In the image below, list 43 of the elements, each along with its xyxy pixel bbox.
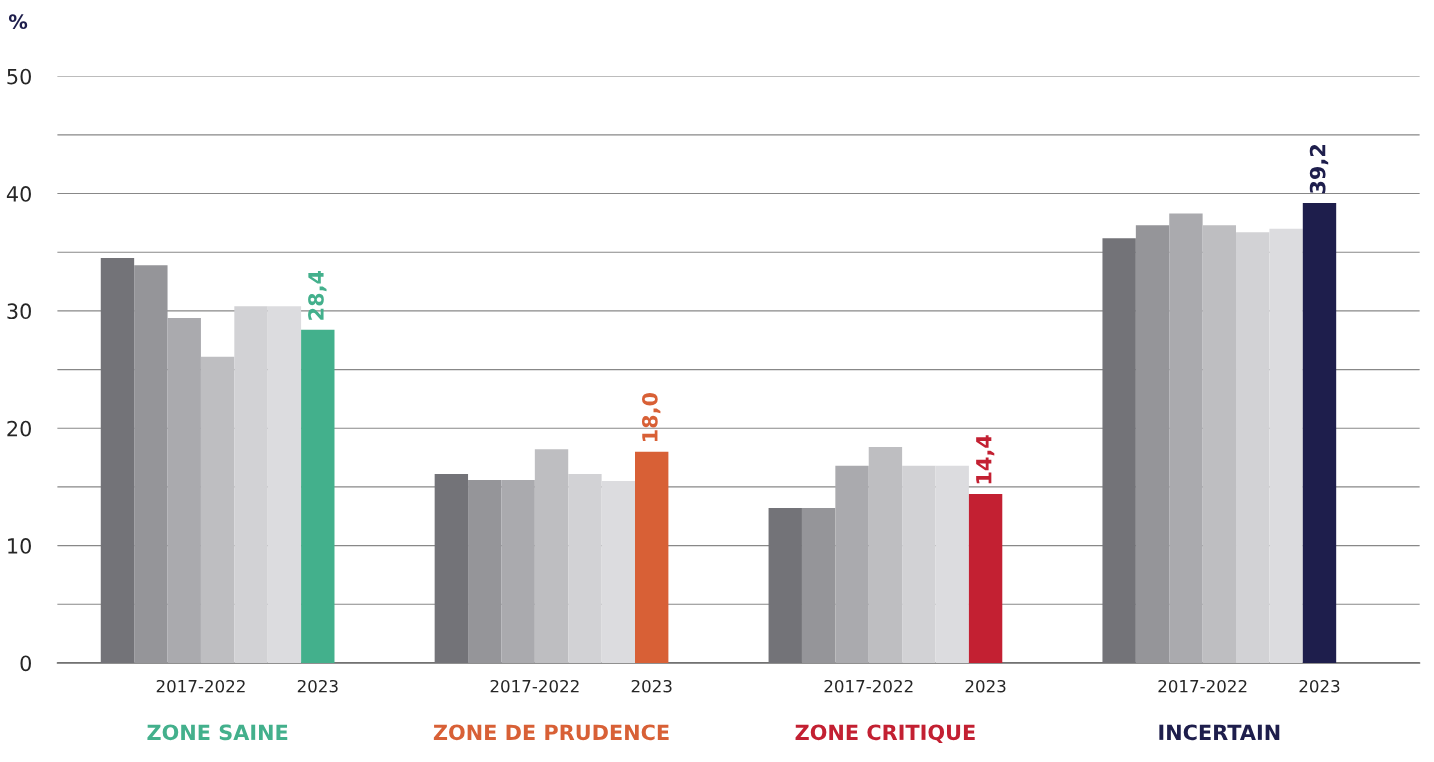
bar: [1202, 225, 1237, 663]
text: 2017-2022: [824, 679, 913, 693]
bar: [468, 479, 502, 663]
text: 2017-2022: [156, 679, 245, 693]
bar: [835, 465, 869, 663]
text: 2017-2022: [490, 679, 579, 693]
y-tick-label: 40: [6, 186, 31, 202]
bar: [134, 265, 168, 663]
bar: [1169, 213, 1203, 663]
data-label: 39,2: [1309, 145, 1329, 194]
bar: [1102, 238, 1136, 663]
text: 2023: [965, 679, 1006, 693]
bar: [301, 329, 335, 663]
y-tick-label: 20: [7, 420, 31, 437]
bar: [534, 449, 569, 663]
y-tick-label: 30: [7, 303, 31, 320]
bar: [868, 447, 903, 663]
bar: [768, 508, 802, 663]
bar: [434, 474, 469, 663]
bar: [100, 258, 135, 663]
data-label: 18,0: [641, 392, 661, 442]
bar: [968, 493, 1003, 663]
data-label: 28,4: [308, 270, 327, 320]
x-tick-label: ZONE DE PRUDENCE: [433, 724, 669, 741]
y-axis-title: %: [8, 14, 28, 30]
text: 2017-2022: [1158, 679, 1247, 693]
x-tick-label: INCERTAIN: [1159, 724, 1280, 741]
text: 2023: [297, 679, 338, 693]
y-tick-label: 50: [7, 68, 31, 85]
x-tick-label: ZONE CRITIQUE: [795, 724, 975, 743]
data-label: 14,4: [976, 435, 995, 484]
bar: [1302, 202, 1337, 663]
bar: [635, 451, 669, 663]
y-tick-label: 10: [8, 538, 31, 554]
bar: [801, 508, 836, 663]
bar: [501, 479, 535, 663]
text: 2023: [631, 679, 672, 693]
bar: [1135, 225, 1170, 663]
bar: [167, 317, 201, 663]
y-tick-label: 0: [20, 655, 31, 672]
x-tick-label: ZONE SAINE: [147, 724, 288, 741]
text: 2023: [1299, 679, 1340, 693]
bar: [200, 356, 235, 663]
